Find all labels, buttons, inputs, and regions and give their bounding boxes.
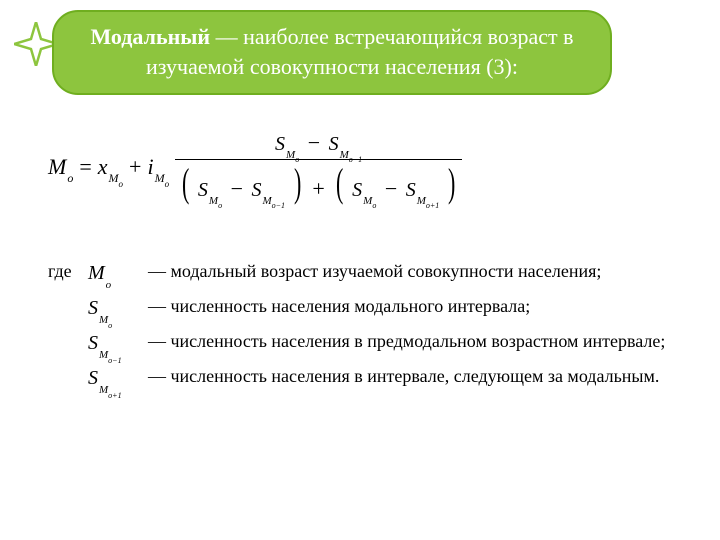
formula: M o = x M o + i M o S M — [48, 130, 462, 203]
formula-lhs: M o — [48, 154, 73, 180]
header-box: Модальный — наиболее встречающийся возра… — [52, 10, 612, 95]
def-text-smom1: — численность населения в предмодальном … — [148, 328, 668, 356]
def-text-mo: — модальный возраст изучаемой совокупнос… — [148, 258, 668, 286]
header-line-2: изучаемой совокупности населения (3): — [80, 52, 584, 82]
header-line-1: Модальный — наиболее встречающийся возра… — [80, 22, 584, 52]
where-label: где — [48, 258, 88, 286]
def-sym-smom1: S M o−1 — [88, 328, 142, 359]
formula-x: x M o — [98, 154, 123, 180]
def-row-mo: где M o — модальный возраст изучаемой со… — [48, 258, 668, 289]
formula-i: i M o — [147, 154, 169, 180]
def-row-smop1: S M o+1 — численность населения в интерв… — [88, 363, 668, 394]
definitions-block: где M o — модальный возраст изучаемой со… — [48, 258, 668, 398]
def-sym-smo: S M o — [88, 293, 142, 324]
plus-sign: + — [123, 154, 147, 180]
def-sym-mo: M o — [88, 258, 142, 289]
def-text-smop1: — численность населения в интервале, сле… — [148, 363, 668, 391]
fraction-denominator: ( S M o − S M o−1 ) + ( — [175, 160, 462, 203]
def-row-smom1: S M o−1 — численность населения в предмо… — [88, 328, 668, 359]
fraction-numerator: S M o − S M o−1 — [175, 130, 462, 160]
formula-fraction: S M o − S M o−1 ( S M — [175, 130, 462, 203]
header-rest1: — наиболее встречающийся возраст в — [210, 24, 573, 49]
slide: Модальный — наиболее встречающийся возра… — [0, 0, 720, 540]
def-row-smo: S M o — численность населения модального… — [88, 293, 668, 324]
def-text-smo: — численность населения модального интер… — [148, 293, 668, 321]
equals-sign: = — [73, 154, 97, 180]
header-keyword: Модальный — [90, 24, 210, 49]
def-sym-smop1: S M o+1 — [88, 363, 142, 394]
